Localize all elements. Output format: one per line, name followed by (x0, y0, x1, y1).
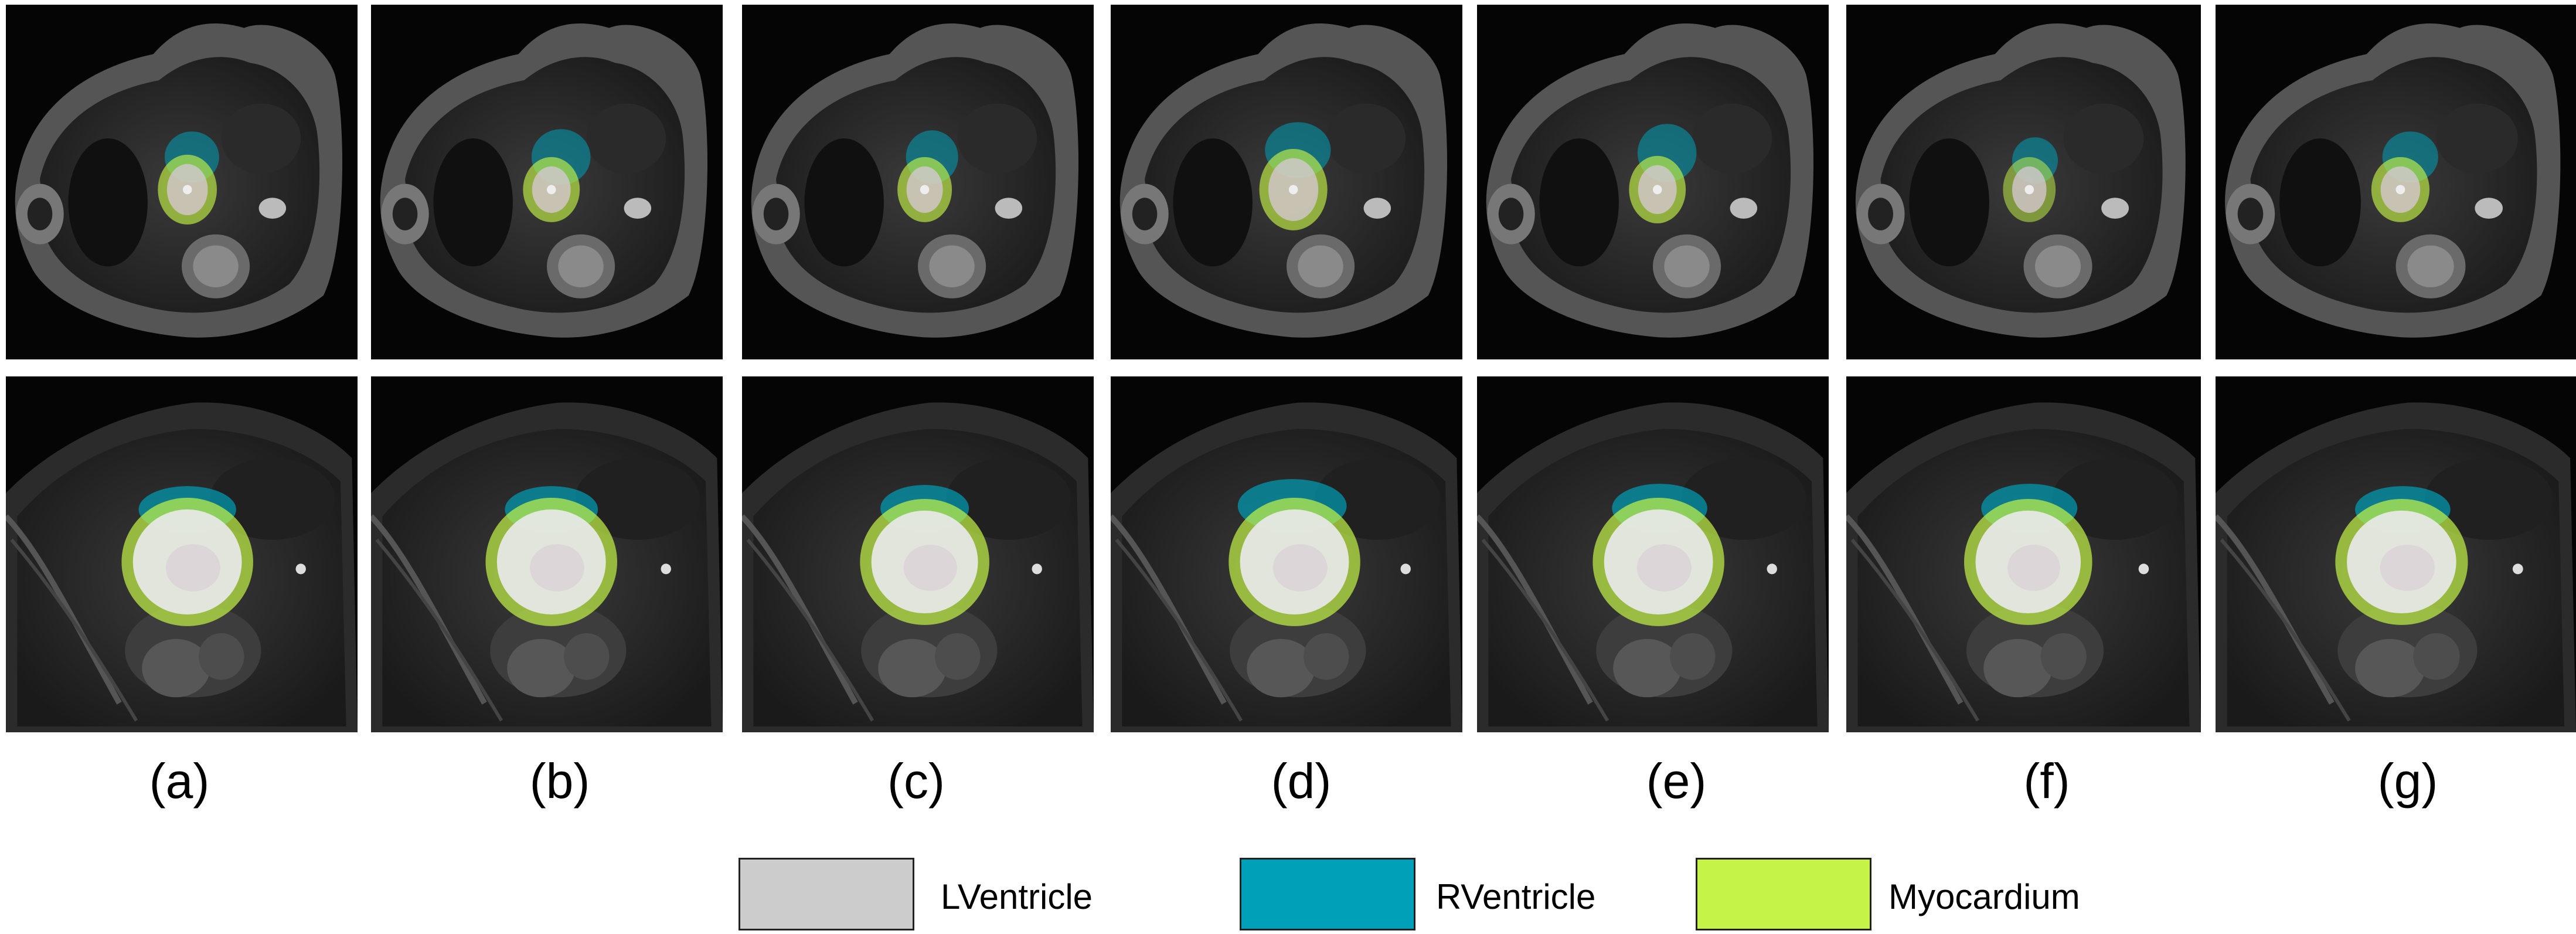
panel-caption-c: (c) (887, 753, 945, 809)
panel-d-row-1-image (1111, 5, 1462, 359)
panel-caption-e: (e) (1646, 753, 1707, 809)
panel-a-row-1-image (6, 5, 358, 359)
panel-e-row-1-image (1477, 5, 1829, 359)
panel-a-row-2-image (6, 376, 358, 732)
panel-b-row-1-image (371, 5, 723, 359)
panel-d-row-2-image (1111, 376, 1462, 732)
panel-caption-g: (g) (2377, 753, 2438, 809)
panel-caption-b: (b) (529, 753, 590, 809)
panel-f-row-1-image (1846, 5, 2201, 359)
panel-c-row-1-image (742, 5, 1094, 359)
legend-label-myocardium: Myocardium (1888, 877, 2080, 916)
panel-b-row-2-image (371, 376, 723, 732)
panel-c-row-2-image (742, 376, 1094, 732)
legend-label-lventricle: LVentricle (941, 877, 1093, 916)
legend-label-rventricle: RVentricle (1436, 877, 1596, 916)
panel-e-row-2-image (1477, 376, 1829, 732)
panel-caption-f: (f) (2023, 753, 2070, 809)
panel-g-row-2-image (2216, 376, 2576, 732)
legend-swatch-myocardium (1696, 858, 1871, 930)
legend-swatch-rventricle (1240, 858, 1415, 930)
legend-swatch-lventricle (739, 858, 914, 930)
panel-caption-a: (a) (149, 753, 210, 809)
panel-caption-d: (d) (1271, 753, 1332, 809)
panel-f-row-2-image (1846, 376, 2201, 732)
panel-g-row-1-image (2216, 5, 2576, 359)
